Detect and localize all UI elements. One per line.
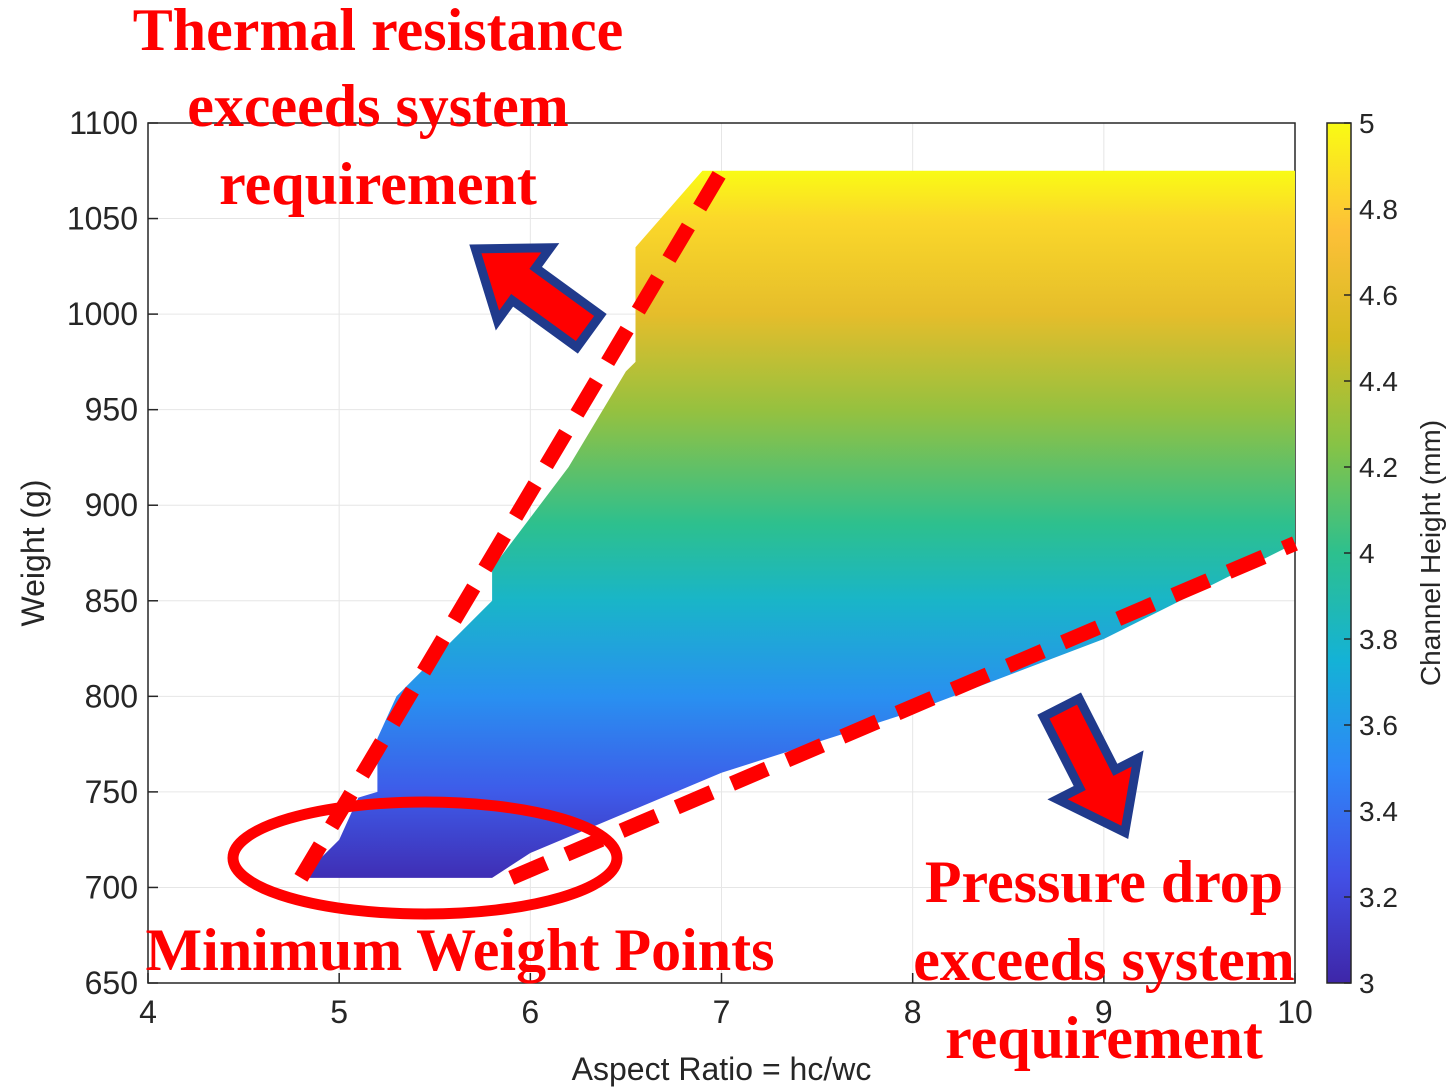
feasible-region [300, 170, 1295, 878]
y-tick-label: 650 [85, 965, 138, 1001]
x-tick-label: 8 [904, 994, 922, 1030]
pressure-arrow [1037, 692, 1144, 840]
y-tick-label: 850 [85, 583, 138, 619]
thermal-annotation-line-1: Thermal resistance [133, 0, 623, 63]
minimum-weight-annotation: Minimum Weight Points [146, 917, 775, 983]
y-tick-label: 1100 [69, 105, 138, 141]
y-tick-label: 1000 [67, 296, 138, 332]
pressure-annotation-line-3: requirement [945, 1005, 1263, 1071]
pressure-annotation-line-2: exceeds system [913, 927, 1295, 993]
y-tick-label: 750 [85, 774, 138, 810]
y-tick-label: 800 [85, 678, 138, 714]
colorbar-label: Channel Height (mm) [1415, 420, 1446, 686]
y-tick-label: 1050 [67, 201, 138, 237]
pressure-annotation-line-1: Pressure drop [925, 849, 1283, 915]
thermal-arrow [469, 243, 607, 354]
colorbar-tick-label: 4.4 [1359, 366, 1398, 397]
pressure-arrow-shape [1037, 692, 1144, 840]
x-tick-label: 9 [1095, 994, 1113, 1030]
colorbar-tick-label: 3.8 [1359, 624, 1398, 655]
colorbar-tick-label: 4.8 [1359, 194, 1398, 225]
boundary-dashed-line [508, 536, 1298, 885]
colorbar-tick-label: 3 [1359, 968, 1375, 999]
thermal-annotation-line-2: exceeds system [187, 73, 569, 139]
x-tick-label: 5 [330, 994, 348, 1030]
x-tick-label: 6 [521, 994, 539, 1030]
y-tick-label: 900 [85, 487, 138, 523]
annotations: Thermal resistance exceeds system requir… [133, 0, 1295, 1071]
x-tick-label: 10 [1277, 994, 1313, 1030]
colorbar-tick-label: 3.4 [1359, 796, 1398, 827]
y-axis-label: Weight (g) [15, 479, 51, 626]
thermal-annotation-line-3: requirement [219, 151, 537, 217]
x-tick-label: 4 [139, 994, 157, 1030]
boundary-dashed-line [294, 166, 728, 882]
minimum-weight-ellipse [227, 796, 623, 920]
colorbar-tick-label: 3.6 [1359, 710, 1398, 741]
y-tick-label: 950 [85, 392, 138, 428]
boundary-lines [294, 166, 1298, 885]
axis-ticks: 4 5 6 7 8 9 10 650 700 750 800 850 900 950 1000 1050 110… [67, 105, 1313, 1030]
y-tick-label: 700 [85, 869, 138, 905]
arrows [469, 243, 1144, 840]
x-axis-label: Aspect Ratio = hc/wc [572, 1051, 872, 1087]
colorbar-tick-label: 4.2 [1359, 452, 1398, 483]
thermal-arrow-shape [469, 243, 607, 354]
colorbar-tick-label: 4.6 [1359, 280, 1398, 311]
x-tick-label: 7 [713, 994, 731, 1030]
colorbar-ticks: 3 3.2 3.4 3.6 3.8 4 4.2 4.4 4.6 4.8 5 [1344, 108, 1398, 999]
colorbar-tick-label: 5 [1359, 108, 1375, 139]
colorbar-tick-label: 4 [1359, 538, 1375, 569]
colorbar-tick-label: 3.2 [1359, 882, 1398, 913]
